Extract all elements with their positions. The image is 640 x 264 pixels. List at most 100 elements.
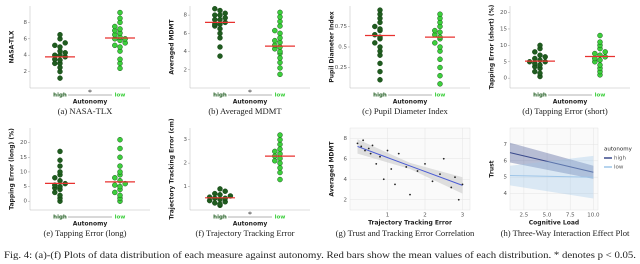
data-point [437,11,443,17]
category-label: high [373,93,387,99]
data-point [227,193,234,199]
subfigure-caption: (d) Tapping Error (short) [522,106,608,116]
data-point [364,149,366,152]
data-point [277,132,283,138]
data-point [377,7,383,13]
series-line [509,152,594,173]
x-axis-label: Autonomy [393,99,428,106]
data-point [272,42,278,48]
data-point [450,186,453,189]
data-point [117,44,123,50]
data-point [532,49,538,55]
data-point [369,152,372,155]
data-point [277,59,283,66]
category-label: low [275,215,286,221]
data-point [409,193,411,196]
x-axis-label: Autonomy [73,99,108,106]
y-tick-label: 5 [504,59,508,65]
x-axis-label: Autonomy [233,99,268,106]
y-tick-label: 4 [344,177,348,183]
y-tick-label: 3 [184,137,188,143]
y-tick-label: 1 [184,184,188,190]
y-tick-label: 5 [24,184,28,190]
data-point [277,65,283,71]
y-axis-label: Tapping Error (short) (%) [489,4,496,89]
y-tick-label: 20 [500,10,507,16]
data-point [592,50,598,57]
y-tick-label: 8 [344,136,348,142]
y-tick-label: 10 [500,43,507,49]
data-point [597,62,603,68]
y-tick-label: 0.25 [335,65,348,71]
data-point [272,37,278,44]
fit-line [357,145,463,186]
data-point [217,16,223,23]
category-label: low [115,93,126,99]
y-tick-label: 2 [184,161,188,167]
data-point [206,194,213,200]
data-point [277,18,283,25]
data-point [117,154,123,160]
legend-label: high [614,156,627,162]
data-point [277,146,283,152]
y-tick-label: 4 [24,53,28,59]
category-label: low [435,93,446,99]
category-label: high [53,215,67,221]
data-point [212,190,218,197]
y-tick-label: 15 [20,155,27,161]
data-point [439,173,441,176]
data-point [117,192,123,199]
x-axis-label: Autonomy [73,221,108,228]
y-tick-label: 6 [184,31,188,37]
y-tick-label: 8 [24,20,28,26]
data-point [602,49,608,55]
data-point [532,68,538,75]
data-point [375,162,378,165]
data-point [112,189,118,196]
y-axis-label: Tapping Error (long) (%) [9,128,16,210]
data-point [117,169,123,175]
data-point [57,32,63,38]
y-tick-label: 6 [504,158,508,164]
y-tick-label: 6 [24,36,28,42]
data-point [277,71,283,78]
x-axis-label: Autonomy [553,99,588,106]
data-point [212,6,218,12]
data-point [537,42,543,49]
data-point [217,192,223,198]
y-axis-label: Averaged MDMT [169,19,176,75]
y-axis-label: Trajectory Tracking Error (cm) [169,118,176,220]
x-axis-label: Cognitive Load [529,220,579,227]
y-tick-label: 5 [504,175,508,181]
subfigure-caption: (e) Tapping Error (long) [44,228,127,238]
data-point [367,147,370,150]
data-point [424,162,426,165]
data-point [437,44,443,50]
data-point [277,44,283,50]
data-point [394,183,396,186]
subfigure-caption: (a) NASA-TLX [58,106,113,116]
data-point [117,15,123,21]
data-point [57,183,63,190]
data-point [461,183,464,186]
data-point [217,201,223,207]
data-point [372,23,378,30]
x-tick-label: 7.5 [566,213,575,219]
x-tick-label: 1 [386,213,390,219]
data-point [360,145,363,148]
data-point [371,144,374,147]
data-point [217,7,223,14]
data-point [542,59,548,65]
data-point [437,81,443,87]
data-point [277,160,283,166]
data-point [277,30,283,37]
data-point [57,44,63,50]
data-point [537,62,543,68]
legend-title: autonomy [604,147,633,153]
data-point [117,137,123,143]
data-point [112,182,118,188]
data-point [416,170,419,172]
data-point [442,157,445,160]
data-point [52,175,58,181]
data-point [117,163,123,169]
